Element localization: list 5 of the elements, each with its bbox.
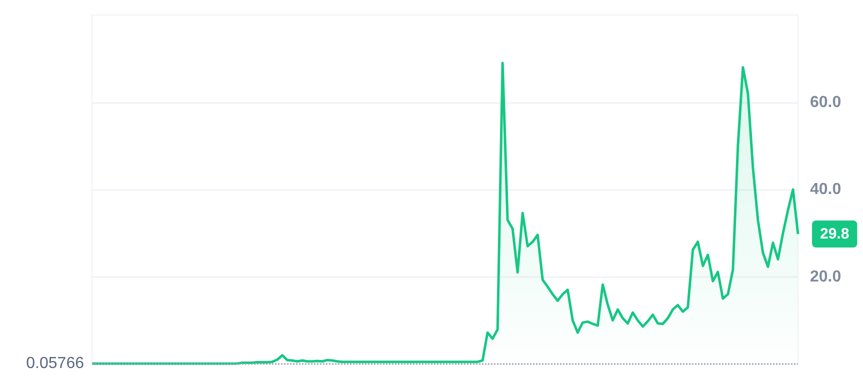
y-tick-label: 60.0: [810, 94, 842, 111]
y-tick-label: 40.0: [810, 181, 842, 198]
data-label: 29.8: [820, 225, 850, 242]
y-tick-label: 20.0: [810, 268, 842, 286]
ref-line-label: 0.05766: [26, 355, 84, 372]
